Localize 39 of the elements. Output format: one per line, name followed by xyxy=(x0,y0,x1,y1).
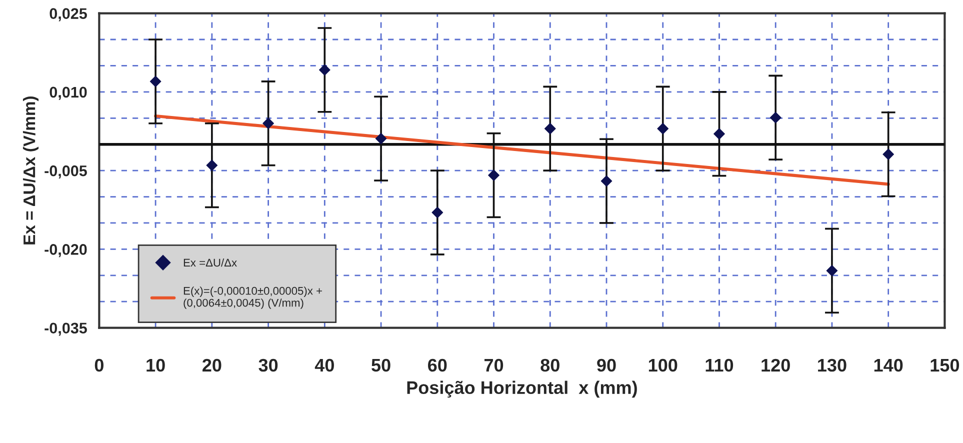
point xyxy=(206,160,218,171)
x-tick-label: 10 xyxy=(146,358,165,372)
point xyxy=(882,148,894,160)
legend-label: E(x)=(-0,00010±0,00005)x + (0,0064±0,0045) (V/mm) xyxy=(184,286,322,309)
x-tick-label: 20 xyxy=(202,358,222,372)
x-tick-label: 70 xyxy=(484,358,504,372)
x-tick-label: 140 xyxy=(874,358,903,372)
point xyxy=(262,118,274,130)
point xyxy=(432,206,444,218)
x-tick-label: 110 xyxy=(706,358,734,372)
y-tick-label: -0,020 xyxy=(44,244,87,258)
point xyxy=(375,132,387,144)
y-tick-label: 0,010 xyxy=(50,86,87,100)
point xyxy=(488,170,500,181)
y-tick-label: 0,025 xyxy=(50,8,87,22)
y-tick-label: -0,005 xyxy=(44,165,87,178)
x-tick-label: 60 xyxy=(428,358,447,372)
x-tick-label: 50 xyxy=(372,358,390,372)
x-tick-label: 130 xyxy=(818,358,846,372)
point xyxy=(826,264,838,276)
x-tick-label: 90 xyxy=(597,358,616,372)
point xyxy=(600,175,612,187)
x-axis-title: Posição Horizontal x (mm) xyxy=(407,380,637,398)
x-tick-label: 80 xyxy=(540,358,560,372)
x-tick-label: 30 xyxy=(258,358,278,372)
x-tick-label: 150 xyxy=(930,358,960,372)
point xyxy=(544,122,556,134)
point xyxy=(657,122,669,134)
legend-label: Ex =ΔU/Δx xyxy=(184,258,237,267)
x-tick-label: 0 xyxy=(94,358,104,372)
x-tick-label: 100 xyxy=(648,358,678,372)
point xyxy=(150,76,162,88)
y-tick-label: -0,035 xyxy=(44,322,87,336)
y-axis-title: Ex = ΔU/Δx (V/mm) xyxy=(22,96,39,244)
x-tick-label: 120 xyxy=(762,358,790,372)
point xyxy=(770,112,782,124)
x-tick-label: 40 xyxy=(314,358,334,372)
point xyxy=(714,128,725,140)
point xyxy=(318,64,330,76)
